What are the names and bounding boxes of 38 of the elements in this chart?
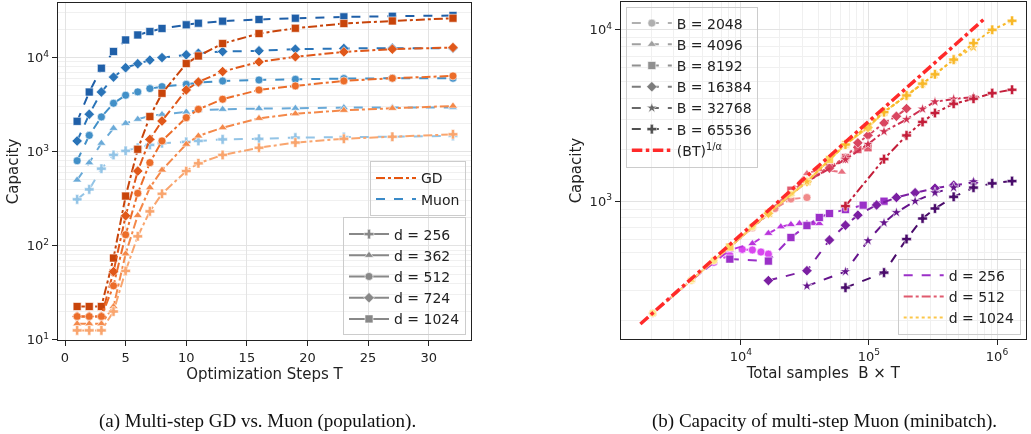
- x-tick-label: 5: [121, 349, 130, 365]
- legend-label: B = 4096: [676, 36, 743, 53]
- x-tick-label: 20: [299, 349, 316, 365]
- x-tick-label: 15: [238, 349, 256, 365]
- legend-label: Muon: [421, 191, 460, 208]
- x-tick-label: 10: [177, 349, 195, 365]
- legend-label: d = 512: [394, 268, 451, 285]
- legend-label: (BT)$^{1/α}$: [676, 140, 722, 159]
- x-tick-label: 25: [359, 349, 377, 365]
- x-axis-title: Total samples B × T: [745, 363, 901, 382]
- legend-label: B = 65536: [676, 121, 752, 138]
- y-axis-title: Capacity: [3, 138, 22, 205]
- x-tick-label: 10$^{6}$: [985, 347, 1009, 364]
- legend-label: B = 2048: [676, 15, 743, 32]
- legend-label: B = 32768: [676, 100, 752, 117]
- legend-label: d = 256: [948, 267, 1006, 284]
- y-tick-label: 10$^{3}$: [26, 142, 50, 160]
- legend-label: d = 724: [394, 290, 451, 307]
- legend-label: d = 362: [394, 247, 451, 264]
- x-tick-label: 30: [420, 349, 438, 365]
- y-axis-title: Capacity: [566, 137, 585, 204]
- x-tick-label: 10$^{4}$: [729, 347, 753, 364]
- legend-label: d = 512: [948, 288, 1005, 305]
- y-tick-label: 10$^{1}$: [26, 330, 50, 348]
- text: (b) Capacity of multi-step Muon (minibatch).: [652, 410, 998, 432]
- x-tick-label: 0: [60, 349, 70, 365]
- x-axis-title: Optimization Steps T: [186, 364, 344, 383]
- legend-label: d = 1024: [394, 311, 460, 328]
- y-tick-label: 10$^{4}$: [26, 48, 50, 66]
- y-tick-label: 10$^{2}$: [26, 236, 50, 254]
- x-tick-label: 10$^{5}$: [857, 347, 881, 364]
- legend-label: d = 1024: [948, 310, 1014, 327]
- legend-label: B = 8192: [676, 57, 743, 74]
- legend-label: B = 16384: [676, 79, 752, 96]
- legend-label: GD: [421, 170, 443, 187]
- text: (a) Multi-step GD vs. Muon (population).: [99, 410, 417, 432]
- legend-label: d = 256: [394, 226, 451, 243]
- y-tick-label: 10$^{3}$: [589, 192, 613, 209]
